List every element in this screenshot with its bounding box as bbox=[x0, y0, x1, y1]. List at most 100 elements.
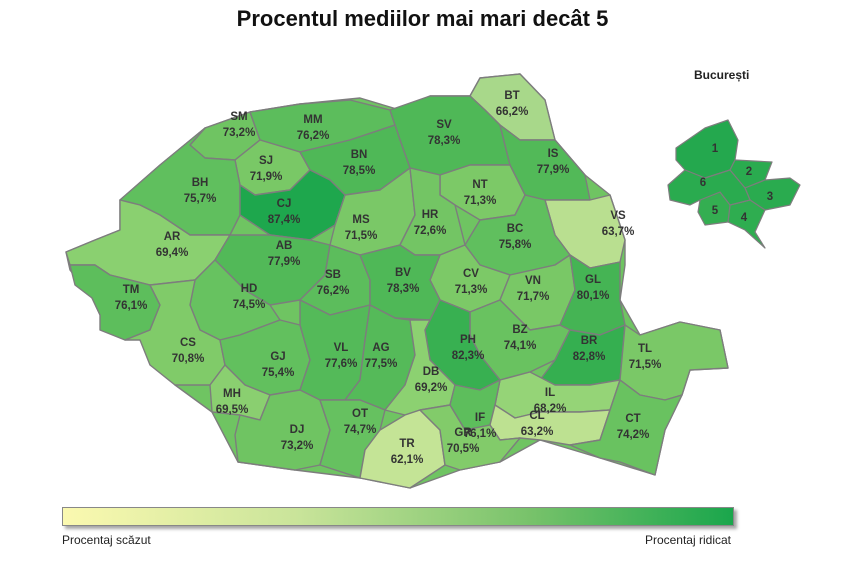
county-value-SM: 73,2% bbox=[223, 127, 256, 139]
county-code-NT: NT bbox=[472, 179, 487, 191]
county-value-VL: 77,6% bbox=[325, 358, 358, 370]
legend-gradient-bar bbox=[62, 507, 734, 526]
county-code-IS: IS bbox=[548, 148, 559, 160]
county-value-CT: 74,2% bbox=[617, 429, 650, 441]
county-value-SB: 76,2% bbox=[317, 285, 350, 297]
county-code-AB: AB bbox=[276, 240, 293, 252]
county-code-BR: BR bbox=[581, 335, 598, 347]
county-CL[interactable] bbox=[489, 404, 611, 446]
county-code-CV: CV bbox=[463, 268, 479, 280]
county-code-AG: AG bbox=[372, 342, 389, 354]
county-code-VN: VN bbox=[525, 275, 541, 287]
county-CS[interactable] bbox=[124, 279, 226, 386]
county-value-BH: 75,7% bbox=[184, 193, 217, 205]
bucharest-sector-label-3: 3 bbox=[767, 191, 773, 203]
county-value-GL: 80,1% bbox=[577, 290, 610, 302]
county-code-CT: CT bbox=[625, 413, 640, 425]
county-code-HD: HD bbox=[241, 283, 258, 295]
county-code-SB: SB bbox=[325, 269, 341, 281]
county-code-BN: BN bbox=[351, 149, 368, 161]
county-value-IL: 68,2% bbox=[534, 403, 567, 415]
county-code-SV: SV bbox=[436, 119, 452, 131]
county-value-AG: 77,5% bbox=[365, 358, 398, 370]
bucharest-sector-1[interactable] bbox=[675, 119, 739, 179]
county-code-GR: GR bbox=[454, 427, 472, 439]
page-title: Procentul mediilor mai mari decât 5 bbox=[236, 6, 609, 31]
county-code-BC: BC bbox=[507, 223, 524, 235]
county-code-DJ: DJ bbox=[290, 424, 305, 436]
county-value-VN: 71,7% bbox=[517, 291, 550, 303]
county-value-GJ: 75,4% bbox=[262, 367, 295, 379]
county-value-HR: 72,6% bbox=[414, 225, 447, 237]
county-value-SJ: 71,9% bbox=[250, 171, 283, 183]
county-code-BT: BT bbox=[504, 90, 519, 102]
county-value-TR: 62,1% bbox=[391, 454, 424, 466]
county-value-AB: 77,9% bbox=[268, 256, 301, 268]
bucharest-sector-label-4: 4 bbox=[741, 212, 748, 224]
county-value-MM: 76,2% bbox=[297, 130, 330, 142]
bucharest-sector-label-2: 2 bbox=[746, 166, 752, 178]
bucharest-sector-label-5: 5 bbox=[712, 205, 719, 217]
county-value-DJ: 73,2% bbox=[281, 440, 314, 452]
county-value-TL: 71,5% bbox=[629, 359, 662, 371]
county-code-BH: BH bbox=[192, 177, 209, 189]
county-CT[interactable] bbox=[569, 379, 683, 476]
county-code-HR: HR bbox=[422, 209, 439, 221]
county-code-BZ: BZ bbox=[512, 324, 527, 336]
county-code-SJ: SJ bbox=[259, 155, 273, 167]
county-value-MH: 69,5% bbox=[216, 404, 249, 416]
county-code-VS: VS bbox=[610, 210, 626, 222]
county-code-CJ: CJ bbox=[277, 198, 292, 210]
county-value-OT: 74,7% bbox=[344, 424, 377, 436]
county-code-VL: VL bbox=[334, 342, 349, 354]
county-value-CL: 63,2% bbox=[521, 426, 554, 438]
county-value-AR: 69,4% bbox=[156, 247, 189, 259]
county-code-GL: GL bbox=[585, 274, 601, 286]
bucharest-inset-title: București bbox=[694, 68, 750, 82]
county-value-BV: 78,3% bbox=[387, 283, 420, 295]
county-value-GR: 70,5% bbox=[447, 443, 480, 455]
county-code-TL: TL bbox=[638, 343, 652, 355]
bucharest-sector-4[interactable] bbox=[727, 199, 766, 249]
county-value-BC: 75,8% bbox=[499, 239, 532, 251]
legend-low-label: Procentaj scăzut bbox=[62, 533, 151, 547]
county-value-PH: 82,3% bbox=[452, 350, 485, 362]
bucharest-inset bbox=[667, 119, 801, 249]
county-value-CJ: 87,4% bbox=[268, 214, 301, 226]
county-value-MS: 71,5% bbox=[345, 230, 378, 242]
county-code-AR: AR bbox=[164, 231, 181, 243]
county-value-BT: 66,2% bbox=[496, 106, 529, 118]
county-code-CL: CL bbox=[529, 410, 544, 422]
county-value-IF: 76,1% bbox=[464, 428, 497, 440]
county-code-CS: CS bbox=[180, 337, 196, 349]
county-value-TM: 76,1% bbox=[115, 300, 148, 312]
county-GR[interactable] bbox=[419, 404, 521, 471]
county-code-MS: MS bbox=[352, 214, 370, 226]
county-code-SM: SM bbox=[230, 111, 247, 123]
county-value-IS: 77,9% bbox=[537, 164, 570, 176]
county-code-IF: IF bbox=[475, 412, 485, 424]
county-value-VS: 63,7% bbox=[602, 226, 635, 238]
county-code-DB: DB bbox=[423, 366, 440, 378]
county-value-BZ: 74,1% bbox=[504, 340, 537, 352]
county-value-CV: 71,3% bbox=[455, 284, 488, 296]
bucharest-sector-label-1: 1 bbox=[712, 143, 719, 155]
county-code-TM: TM bbox=[123, 284, 140, 296]
county-code-GJ: GJ bbox=[270, 351, 285, 363]
county-value-CS: 70,8% bbox=[172, 353, 205, 365]
bucharest-sector-6[interactable] bbox=[667, 169, 751, 206]
county-code-PH: PH bbox=[460, 334, 476, 346]
county-value-BN: 78,5% bbox=[343, 165, 376, 177]
county-code-MM: MM bbox=[303, 114, 322, 126]
county-code-OT: OT bbox=[352, 408, 368, 420]
legend-high-label: Procentaj ridicat bbox=[644, 533, 731, 547]
county-code-BV: BV bbox=[395, 267, 411, 279]
county-code-MH: MH bbox=[223, 388, 241, 400]
county-code-IL: IL bbox=[545, 387, 555, 399]
county-value-HD: 74,5% bbox=[233, 299, 266, 311]
county-code-TR: TR bbox=[399, 438, 415, 450]
county-value-BR: 82,8% bbox=[573, 351, 606, 363]
county-value-NT: 71,3% bbox=[464, 195, 497, 207]
bucharest-sector-label-6: 6 bbox=[700, 177, 706, 189]
